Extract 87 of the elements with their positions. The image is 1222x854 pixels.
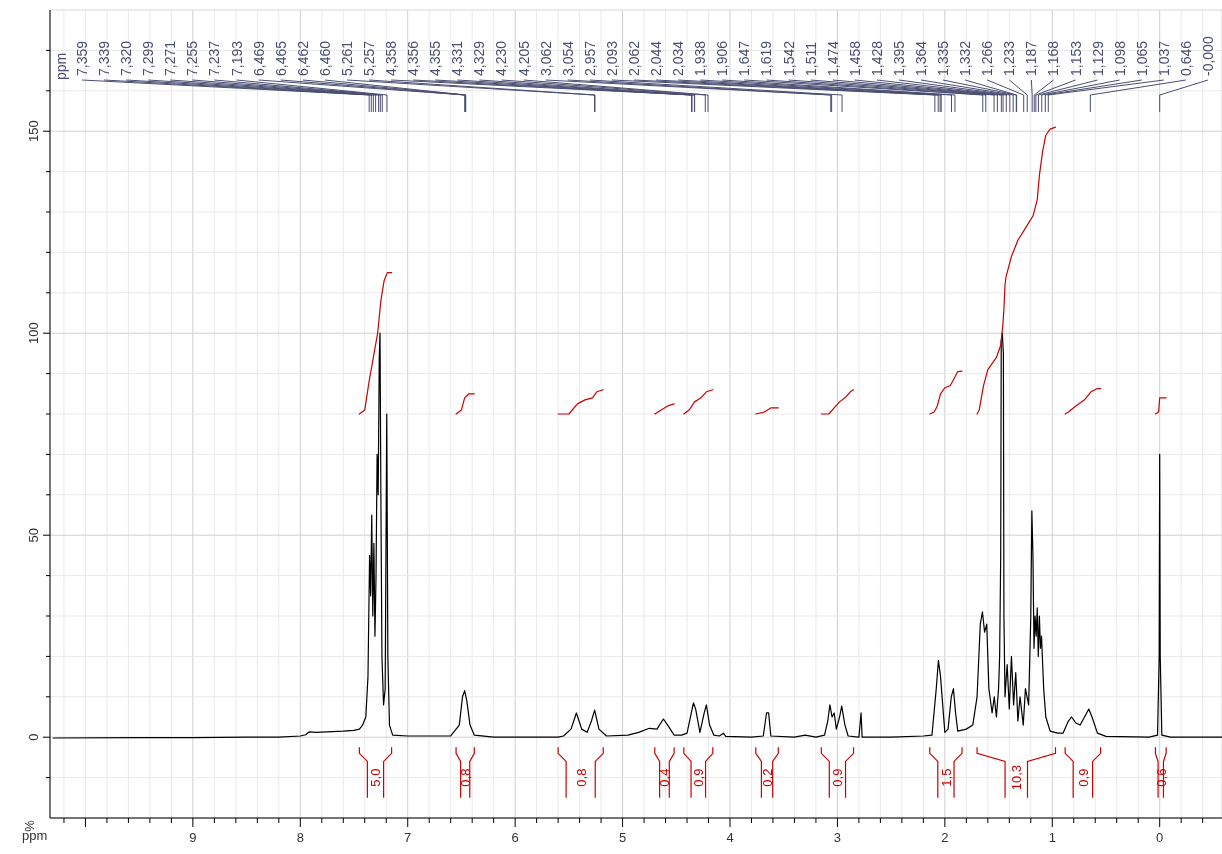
annotation: 6,462 xyxy=(294,40,311,76)
annotation: 1,364 xyxy=(912,40,929,76)
annotation: 7,299 xyxy=(140,40,157,76)
annotation: ppm xyxy=(53,52,69,80)
annotation: 1,187 xyxy=(1023,40,1040,76)
annotation: 4,355 xyxy=(427,40,444,76)
annotation: 3,062 xyxy=(537,40,554,76)
annotation: 1,647 xyxy=(736,40,753,76)
line-series xyxy=(929,370,963,415)
annotation: 6,465 xyxy=(272,40,289,76)
y-tick-label: 50 xyxy=(26,527,41,543)
annotation: 6,460 xyxy=(316,40,333,76)
annotation: 1,542 xyxy=(780,40,797,76)
annotation: 1,938 xyxy=(692,40,709,76)
annotation: 3,054 xyxy=(559,40,576,76)
line-series xyxy=(1064,387,1102,415)
annotation: 0,9 xyxy=(1075,768,1091,787)
y-tick-label: 0 xyxy=(26,733,41,741)
annotation: 4,331 xyxy=(449,40,466,76)
annotation: 7,193 xyxy=(228,40,245,76)
x-tick-label: 9 xyxy=(189,830,197,845)
annotation: 4,358 xyxy=(383,40,400,76)
annotation: 5,261 xyxy=(338,40,355,76)
annotation: 2,044 xyxy=(648,40,665,76)
x-tick-label: 4 xyxy=(726,830,734,845)
x-tick-label: 1 xyxy=(1048,830,1056,845)
annotation: 0,2 xyxy=(760,768,776,787)
y-tick-label: 100 xyxy=(26,322,41,345)
annotation: 7,271 xyxy=(162,40,179,76)
annotation: 4,230 xyxy=(493,40,510,76)
annotation: 4,356 xyxy=(405,40,422,76)
annotation: 7,237 xyxy=(206,40,223,76)
annotation: 7,255 xyxy=(184,40,201,76)
annotation: 2,062 xyxy=(625,40,642,76)
annotation: 1,395 xyxy=(890,40,907,76)
x-tick-label: 0 xyxy=(1156,830,1164,845)
annotation: 6,469 xyxy=(250,40,267,76)
annotation: 0,9 xyxy=(691,768,707,787)
x-tick-label: 7 xyxy=(404,830,412,845)
annotation: 1,129 xyxy=(1089,40,1106,76)
annotation: 1,458 xyxy=(846,40,863,76)
annotation: 0,8 xyxy=(573,768,589,787)
x-tick-label: 8 xyxy=(296,830,304,845)
line-series xyxy=(557,389,604,415)
annotation: 1,065 xyxy=(1133,40,1150,76)
annotation: 1,098 xyxy=(1111,40,1128,76)
annotation: 2,093 xyxy=(603,40,620,76)
x-tick-label: 6 xyxy=(511,830,519,845)
annotation: 2,957 xyxy=(581,40,598,76)
annotation: 7,339 xyxy=(96,40,113,76)
annotation: 0,4 xyxy=(657,768,673,787)
annotation: 1,037 xyxy=(1155,40,1172,76)
y-tick-label: 150 xyxy=(26,120,41,143)
annotation: 2,034 xyxy=(670,40,687,76)
annotation: 1,266 xyxy=(979,40,996,76)
line-series xyxy=(52,332,1222,739)
annotation: 1,168 xyxy=(1045,40,1062,76)
annotation: -0,000 xyxy=(1200,36,1216,76)
annotation: 1,428 xyxy=(868,40,885,76)
annotation: 0,9 xyxy=(830,768,846,787)
annotation: 1,335 xyxy=(935,40,952,76)
annotation: 1,5 xyxy=(938,768,954,787)
annotation: 1,233 xyxy=(1001,40,1018,76)
line-series xyxy=(683,389,714,415)
line-series xyxy=(455,393,475,415)
line-series xyxy=(820,389,855,415)
line-series xyxy=(358,272,393,415)
annotation: 7,320 xyxy=(118,40,135,76)
annotation: 10,3 xyxy=(1009,764,1025,791)
x-tick-label: 3 xyxy=(833,830,842,845)
annotation: 1,619 xyxy=(758,40,775,76)
annotation: 4,205 xyxy=(515,40,532,76)
annotation: 1,332 xyxy=(957,40,974,76)
annotation: 1,153 xyxy=(1067,40,1084,76)
line-series xyxy=(654,403,675,415)
annotation: 1,906 xyxy=(714,40,731,76)
x-tick-label: 2 xyxy=(941,830,949,845)
annotation: 5,257 xyxy=(361,40,378,76)
annotation: 0,8 xyxy=(458,768,474,787)
x-tick-label: 5 xyxy=(618,830,627,845)
annotation: 0,646 xyxy=(1177,40,1194,76)
annotation: 5,0 xyxy=(368,768,384,787)
annotation: 7,359 xyxy=(74,40,90,76)
annotation: 1,474 xyxy=(824,40,841,76)
line-series xyxy=(976,126,1057,415)
annotation: 1,511 xyxy=(802,41,819,76)
annotation: 4,329 xyxy=(471,40,488,76)
